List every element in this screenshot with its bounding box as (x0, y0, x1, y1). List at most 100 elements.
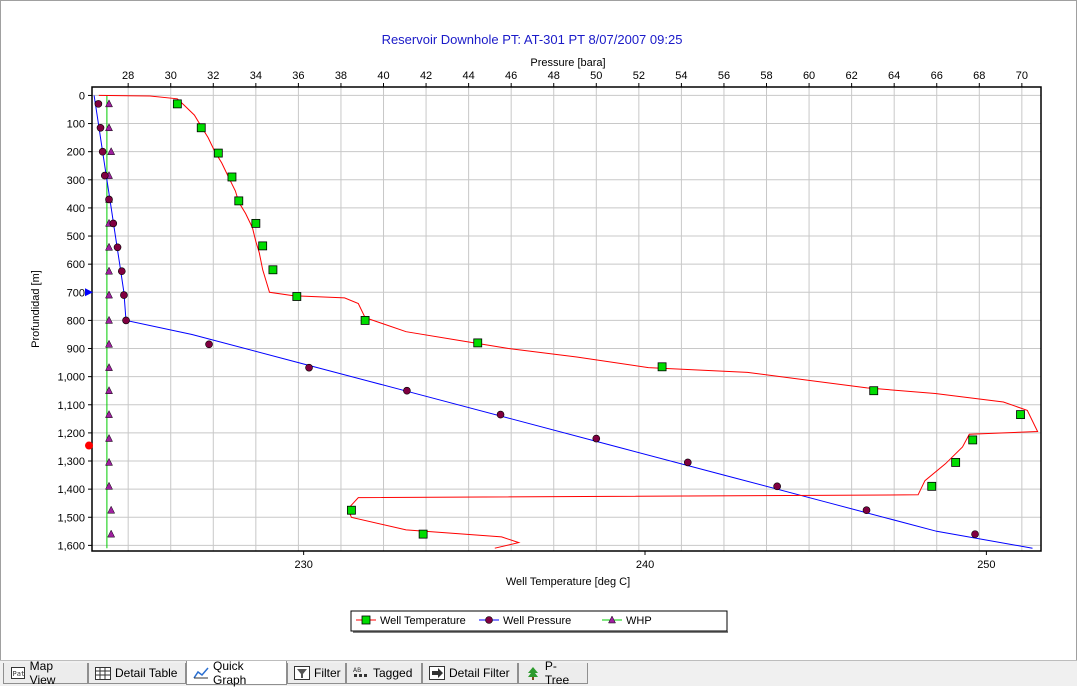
data-point (347, 505, 356, 515)
top-axis-tick-label: 46 (505, 70, 517, 82)
tab-label: P-Tree (544, 659, 570, 687)
top-axis-tick-label: 68 (973, 70, 985, 82)
top-axis-tick-label: 36 (292, 70, 304, 82)
y-axis-label: Profundidad [m] (30, 270, 42, 348)
top-axis-tick-label: 28 (122, 70, 134, 82)
data-point (120, 291, 128, 299)
legend-marker (608, 615, 616, 624)
data-point (94, 100, 103, 108)
plot-border (91, 86, 1042, 552)
top-axis-tick-label: 58 (760, 70, 772, 82)
y-axis-tick-label: 0 (79, 90, 85, 102)
top-axis-tick-label: 50 (590, 70, 602, 82)
y-axis-tick-label: 900 (67, 344, 85, 356)
data-point (107, 147, 116, 155)
data-point (107, 505, 116, 514)
legend-label: Well Temperature (380, 615, 466, 627)
data-point (105, 123, 113, 132)
data-point (251, 218, 261, 228)
y-axis-tick-label: 700 (67, 287, 85, 299)
bottom-axis-tick-label: 250 (977, 559, 995, 571)
data-point (205, 340, 213, 349)
data-point (951, 458, 961, 467)
top-axis-tick-label: 60 (803, 70, 815, 82)
data-point (105, 457, 113, 466)
top-axis-tick-label: 38 (335, 70, 347, 82)
data-point (107, 529, 116, 538)
tab-quick-graph[interactable]: Quick Graph (186, 658, 287, 687)
top-axis-tick-label: 62 (846, 70, 858, 82)
data-point (473, 338, 483, 348)
y-axis-tick-label: 500 (67, 231, 85, 243)
tree-icon (525, 666, 541, 680)
y-axis-tick-label: 1,600 (57, 540, 85, 552)
data-point (122, 316, 130, 325)
tab-map-view[interactable]: Pat Map View (3, 659, 88, 687)
data-point (418, 529, 428, 539)
y-axis-tick-label: 200 (67, 147, 85, 159)
data-point (305, 363, 313, 372)
map-view-icon: Pat (10, 666, 26, 680)
chart-panel: Reservoir Downhole PT: AT-301 PT 8/07/20… (0, 0, 1077, 662)
data-point (927, 481, 937, 491)
data-point (683, 458, 692, 467)
series-well-pressure (93, 95, 1033, 549)
tab-p-tree[interactable]: P-Tree (518, 659, 588, 687)
depth-marker-triangle (85, 288, 93, 297)
legend-box (350, 610, 728, 632)
tab-label: Map View (29, 659, 56, 687)
tab-detail-filter[interactable]: Detail Filter (422, 663, 518, 684)
data-point (105, 363, 113, 371)
data-point (292, 292, 302, 301)
y-axis-tick-label: 1,500 (57, 512, 85, 524)
top-axis-label: Pressure [bara] (530, 57, 605, 69)
tab-detail-table[interactable]: Detail Table (88, 663, 186, 684)
data-point (105, 315, 113, 324)
data-point (105, 481, 113, 490)
quick-graph-chart: Reservoir Downhole PT: AT-301 PT 8/07/20… (30, 32, 1042, 633)
data-point (105, 266, 113, 275)
top-axis-tick-label: 40 (377, 70, 389, 82)
tab-label: Quick Graph (213, 658, 247, 687)
top-axis-tick-label: 34 (250, 70, 262, 82)
data-point (869, 386, 879, 396)
graph-icon (193, 666, 209, 680)
top-axis-tick-label: 56 (718, 70, 730, 82)
data-point (268, 265, 278, 275)
data-point (196, 123, 206, 133)
tab-tagged[interactable]: AB Tagged (346, 663, 422, 684)
data-point (105, 433, 113, 442)
tab-label: Detail Table (115, 666, 178, 680)
top-axis-tick-label: 64 (888, 70, 900, 82)
top-axis-tick-label: 32 (207, 70, 219, 82)
data-point (496, 410, 505, 419)
top-axis-tick-label: 52 (633, 70, 645, 82)
data-point (234, 196, 244, 206)
plot-area (92, 87, 1041, 551)
data-point (258, 241, 268, 251)
data-point (105, 386, 113, 394)
depth-marker-circle (85, 441, 93, 450)
y-axis-tick-label: 600 (67, 259, 85, 271)
top-axis-tick-label: 66 (931, 70, 943, 82)
y-axis-tick-label: 800 (67, 315, 85, 327)
data-point (109, 219, 118, 228)
top-axis-tick-label: 44 (462, 70, 474, 82)
data-point (113, 243, 122, 252)
data-point (968, 435, 978, 445)
data-point (862, 506, 871, 515)
y-axis-tick-label: 100 (67, 119, 85, 131)
data-point (105, 195, 113, 204)
tab-filter[interactable]: Filter (287, 663, 346, 684)
y-axis-tick-label: 400 (67, 203, 85, 215)
data-point (105, 339, 113, 348)
table-icon (95, 666, 111, 680)
svg-text:Pat: Pat (12, 670, 25, 678)
svg-text:AB: AB (353, 667, 361, 674)
bottom-axis-label: Well Temperature [deg C] (506, 576, 630, 588)
bottom-axis-tick-label: 230 (294, 559, 312, 571)
data-point (227, 172, 237, 182)
data-point (105, 410, 113, 418)
tab-label: Filter (314, 666, 341, 680)
data-point (117, 267, 126, 275)
